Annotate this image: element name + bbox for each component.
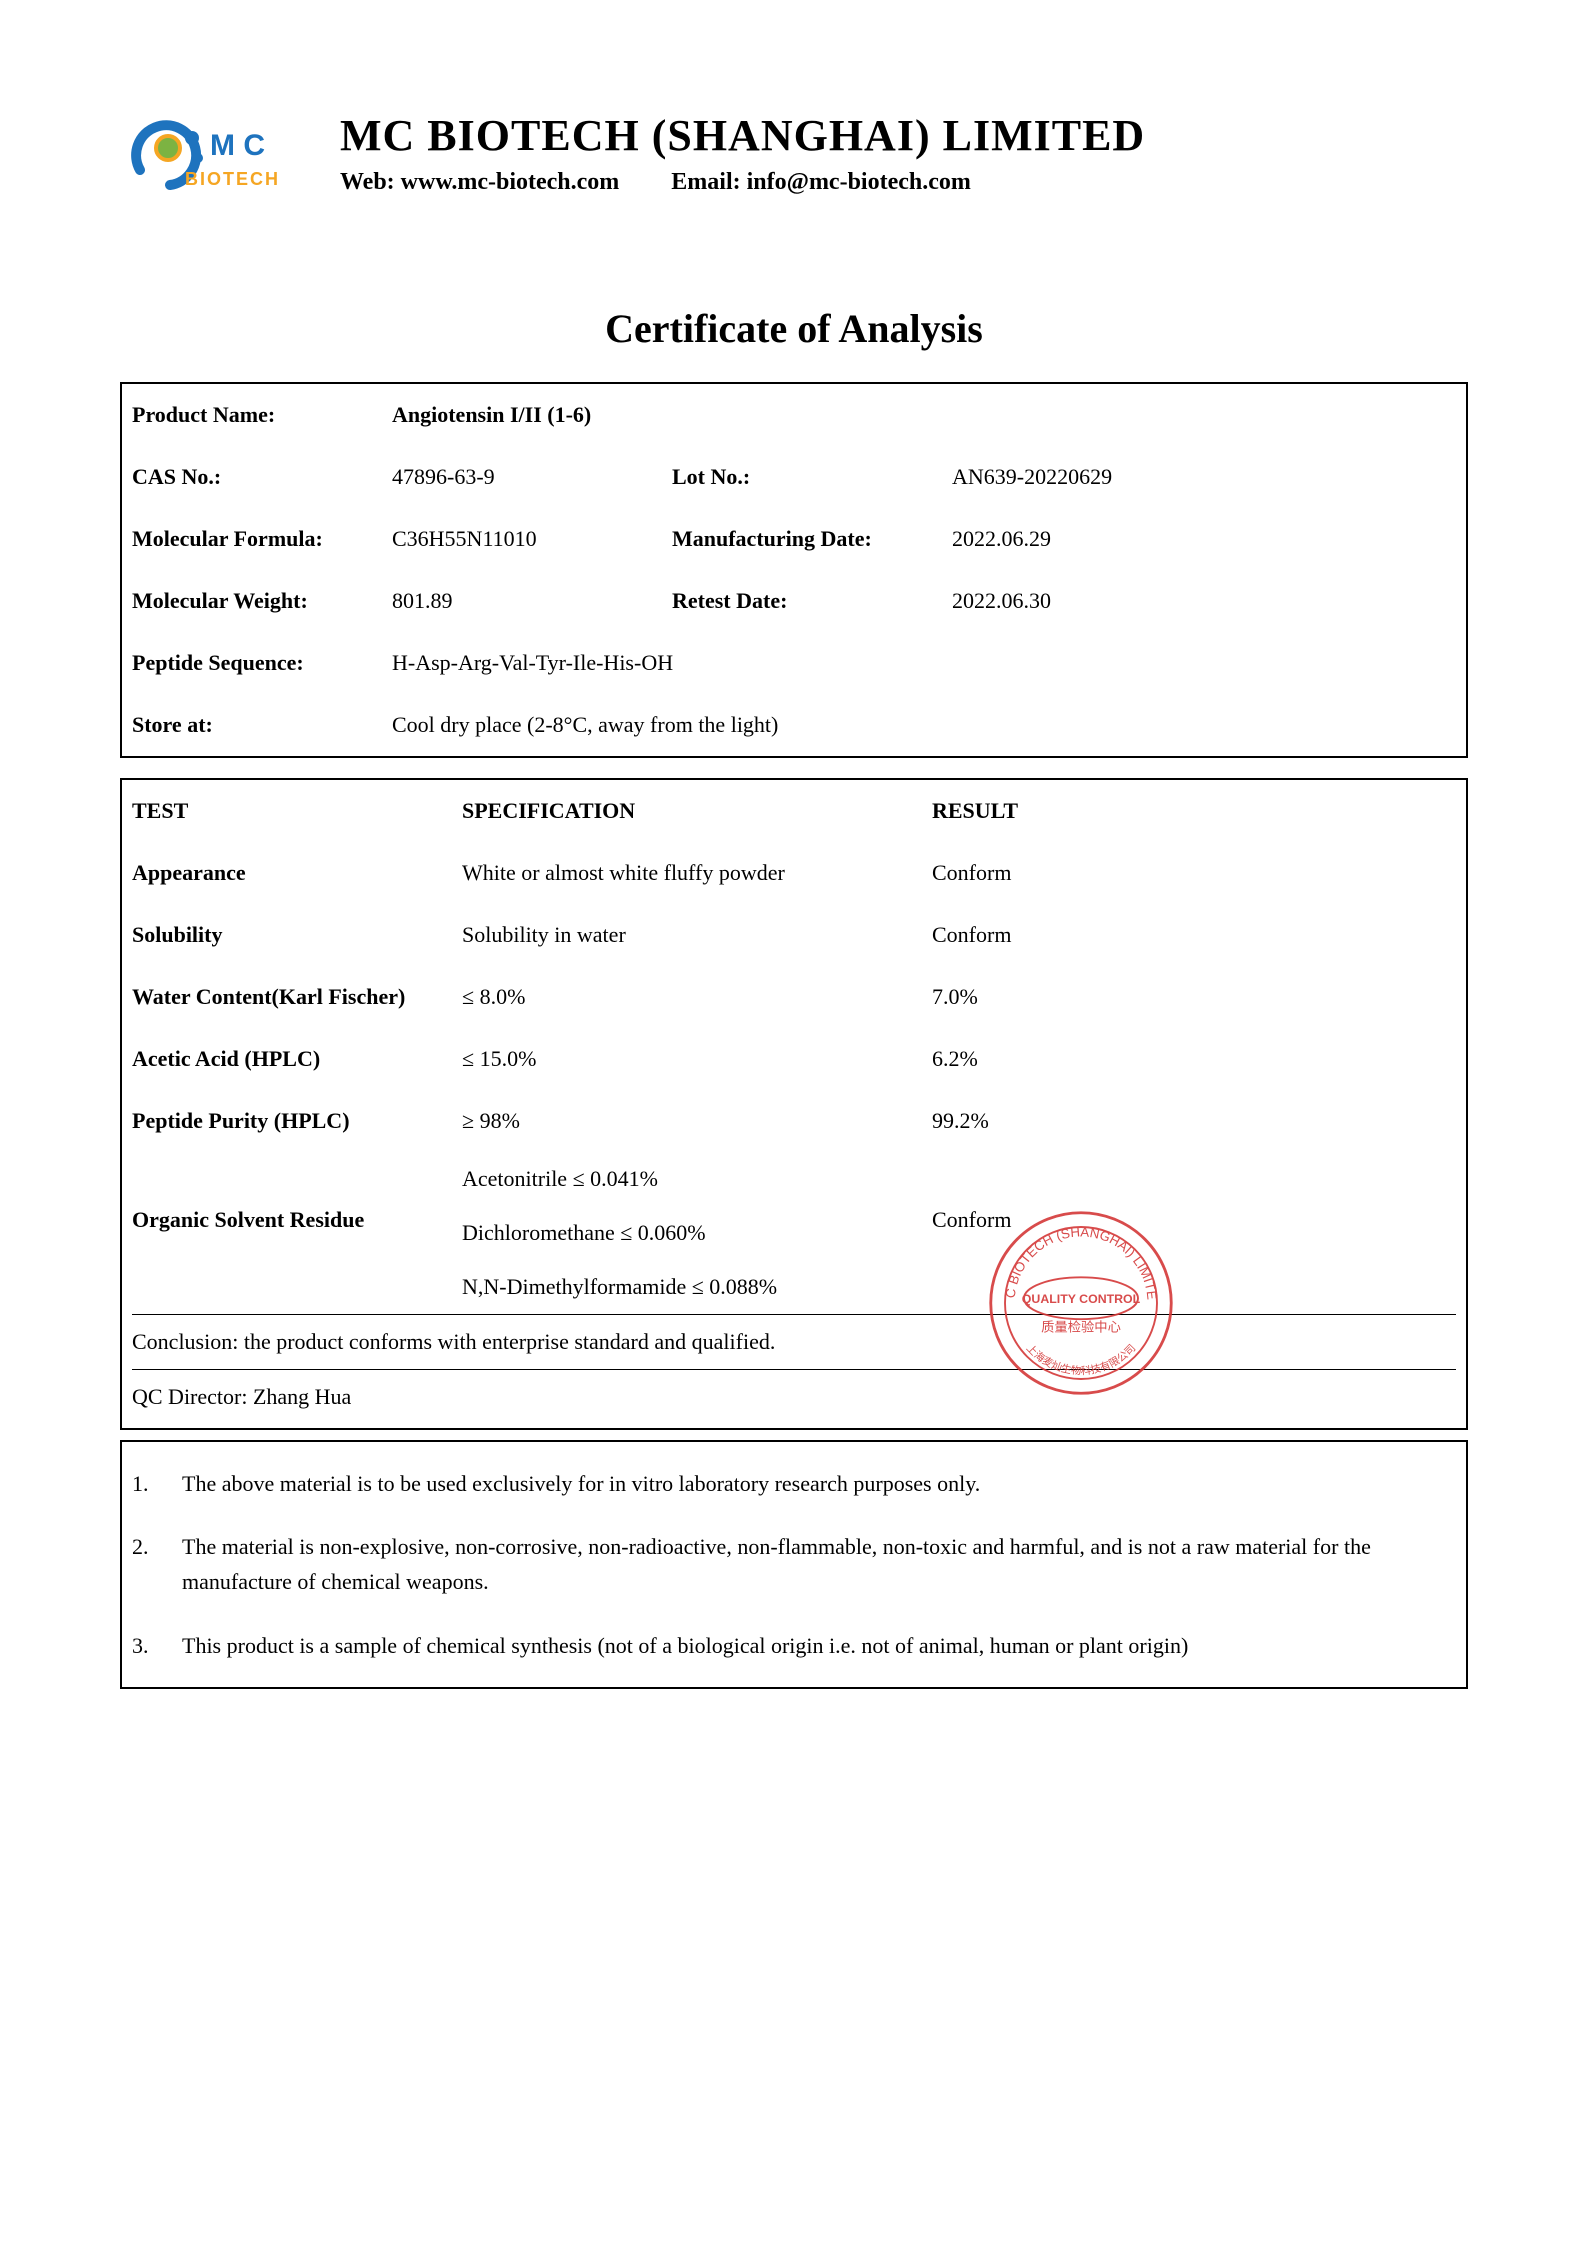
svg-text:QUALITY CONTROL: QUALITY CONTROL [1022,1292,1141,1306]
note-row: 3. This product is a sample of chemical … [132,1614,1456,1677]
note-num: 1. [132,1466,182,1501]
test-spec: ≥ 98% [462,1108,932,1134]
weight-label: Molecular Weight: [132,588,392,614]
test-name: Solubility [132,922,462,948]
th-result: RESULT [932,798,1456,824]
svg-text:M C: M C [210,129,265,162]
test-result: 99.2% [932,1108,1456,1134]
mfg-date-value: 2022.06.29 [952,526,1456,552]
product-name-value: Angiotensin I/II (1-6) [392,402,1456,428]
note-text: The above material is to be used exclusi… [182,1466,1456,1501]
note-row: 1. The above material is to be used excl… [132,1452,1456,1515]
note-text: This product is a sample of chemical syn… [182,1628,1456,1663]
mfg-date-label: Manufacturing Date: [672,526,952,552]
sequence-value: H-Asp-Arg-Val-Tyr-Ile-His-OH [392,650,1456,676]
test-result: Conform [932,860,1456,886]
test-name: Appearance [132,860,462,886]
svg-text:上海麦灿生物科技有限公司: 上海麦灿生物科技有限公司 [1024,1342,1138,1377]
test-result: 7.0% [932,984,1456,1010]
product-info-box: Product Name: Angiotensin I/II (1-6) CAS… [120,382,1468,758]
header-text-block: MC BIOTECH (SHANGHAI) LIMITED Web: www.m… [340,110,1468,196]
note-num: 3. [132,1628,182,1663]
test-spec: White or almost white fluffy powder [462,860,932,886]
organic-solvent-row: Organic Solvent Residue Acetonitrile ≤ 0… [122,1152,1466,1314]
conclusion-text: Conclusion: the product conforms with en… [122,1315,1466,1369]
document-title: Certificate of Analysis [120,305,1468,352]
company-name: MC BIOTECH (SHANGHAI) LIMITED [340,110,1468,161]
sequence-label: Peptide Sequence: [132,650,392,676]
test-row: Appearance White or almost white fluffy … [122,842,1466,904]
store-value: Cool dry place (2-8°C, away from the lig… [392,712,1456,738]
test-result: 6.2% [932,1046,1456,1072]
lot-label: Lot No.: [672,464,952,490]
test-name: Water Content(Karl Fischer) [132,984,462,1010]
test-result: Conform [932,922,1456,948]
cas-value: 47896-63-9 [392,464,672,490]
organic-specs: Acetonitrile ≤ 0.041% Dichloromethane ≤ … [462,1152,932,1314]
test-row: Peptide Purity (HPLC) ≥ 98% 99.2% [122,1090,1466,1152]
retest-label: Retest Date: [672,588,952,614]
th-test: TEST [132,798,462,824]
svg-text:BIOTECH: BIOTECH [185,169,280,189]
test-name: Acetic Acid (HPLC) [132,1046,462,1072]
test-row: Water Content(Karl Fischer) ≤ 8.0% 7.0% [122,966,1466,1028]
note-text: The material is non-explosive, non-corro… [182,1529,1456,1599]
organic-spec-item: N,N-Dimethylformamide ≤ 0.088% [462,1260,932,1314]
formula-value: C36H55N11010 [392,526,672,552]
note-row: 2. The material is non-explosive, non-co… [132,1515,1456,1613]
retest-value: 2022.06.30 [952,588,1456,614]
test-results-box: TEST SPECIFICATION RESULT Appearance Whi… [120,778,1468,1430]
page-header: M C BIOTECH MC BIOTECH (SHANGHAI) LIMITE… [120,100,1468,205]
contact-line: Web: www.mc-biotech.com Email: info@mc-b… [340,169,1468,196]
svg-text:质量检验中心: 质量检验中心 [1041,1320,1121,1335]
organic-spec-item: Dichloromethane ≤ 0.060% [462,1206,932,1260]
th-spec: SPECIFICATION [462,798,932,824]
lot-value: AN639-20220629 [952,464,1456,490]
company-logo: M C BIOTECH [120,100,320,205]
organic-spec-item: Acetonitrile ≤ 0.041% [462,1152,932,1206]
test-spec: ≤ 15.0% [462,1046,932,1072]
weight-value: 801.89 [392,588,672,614]
qc-stamp: MC BIOTECH (SHANGHAI) LIMITED QUALITY CO… [986,1208,1176,1398]
test-row: Solubility Solubility in water Conform [122,904,1466,966]
note-num: 2. [132,1529,182,1599]
formula-label: Molecular Formula: [132,526,392,552]
product-name-label: Product Name: [132,402,392,428]
svg-text:MC BIOTECH (SHANGHAI) LIMITED: MC BIOTECH (SHANGHAI) LIMITED [986,1208,1160,1301]
cas-label: CAS No.: [132,464,392,490]
test-spec: Solubility in water [462,922,932,948]
email-label: Email: info@mc-biotech.com [671,169,971,195]
organic-label: Organic Solvent Residue [132,1152,462,1233]
notes-box: 1. The above material is to be used excl… [120,1440,1468,1689]
test-row: Acetic Acid (HPLC) ≤ 15.0% 6.2% [122,1028,1466,1090]
test-name: Peptide Purity (HPLC) [132,1108,462,1134]
web-label: Web: www.mc-biotech.com [340,169,619,195]
test-header-row: TEST SPECIFICATION RESULT [122,780,1466,842]
test-spec: ≤ 8.0% [462,984,932,1010]
qc-director: QC Director: Zhang Hua [122,1370,1466,1428]
store-label: Store at: [132,712,392,738]
